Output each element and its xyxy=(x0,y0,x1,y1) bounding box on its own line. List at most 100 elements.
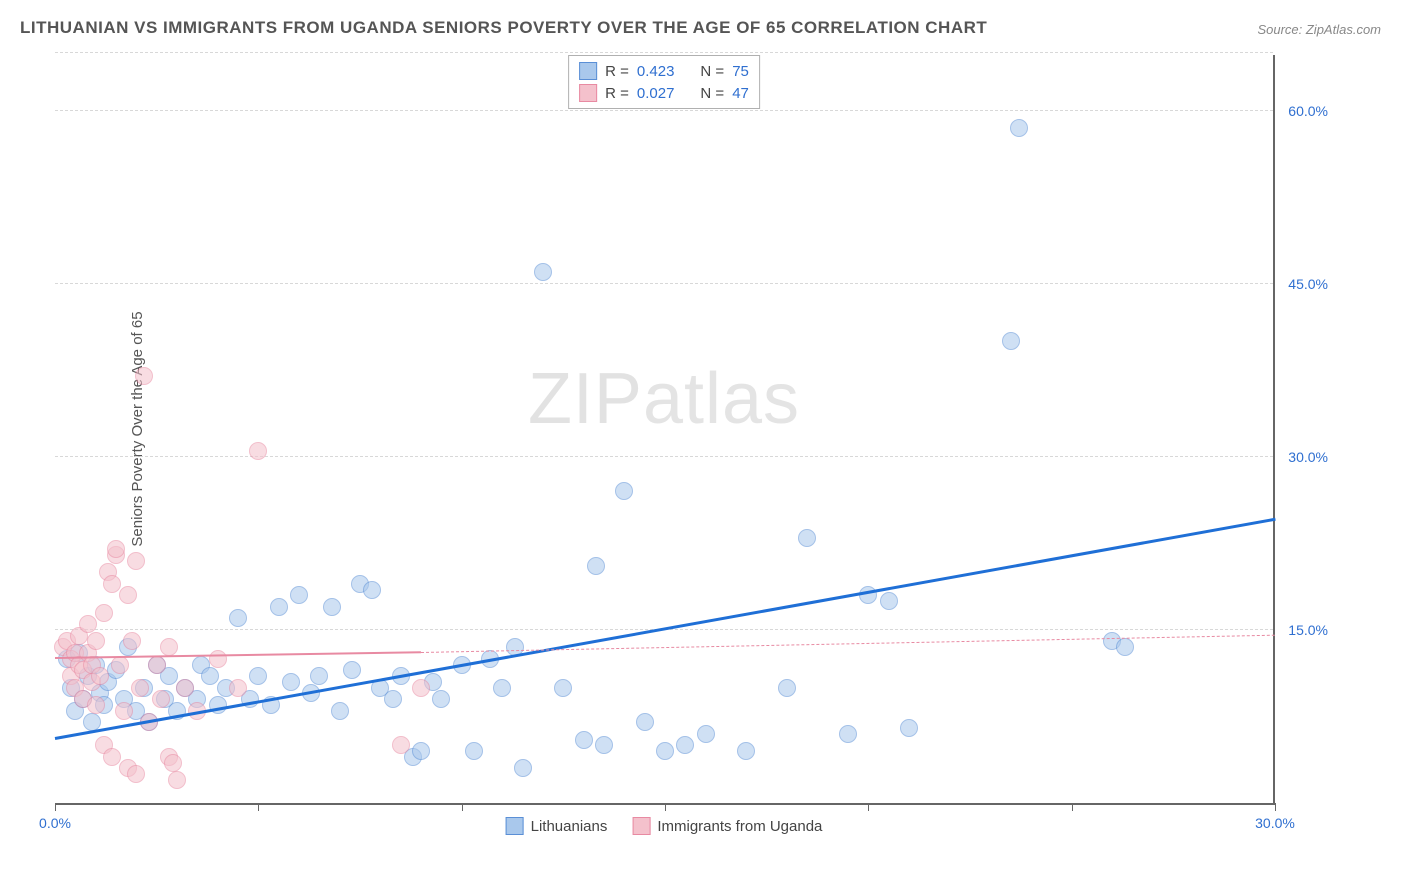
y-tick-label: 15.0% xyxy=(1288,622,1328,638)
scatter-point xyxy=(384,690,402,708)
scatter-point xyxy=(331,702,349,720)
scatter-point xyxy=(697,725,715,743)
scatter-point xyxy=(575,731,593,749)
scatter-point xyxy=(778,679,796,697)
scatter-point xyxy=(534,263,552,281)
scatter-point xyxy=(270,598,288,616)
scatter-point xyxy=(1002,332,1020,350)
scatter-point xyxy=(1010,119,1028,137)
scatter-point xyxy=(343,661,361,679)
n-label-0: N = xyxy=(700,63,724,80)
scatter-point xyxy=(493,679,511,697)
scatter-point xyxy=(249,667,267,685)
scatter-point xyxy=(676,736,694,754)
scatter-point xyxy=(123,632,141,650)
r-label-0: R = xyxy=(605,63,629,80)
scatter-point xyxy=(392,736,410,754)
legend-bottom-label-1: Immigrants from Uganda xyxy=(657,818,822,835)
scatter-point xyxy=(412,742,430,760)
x-tick-label: 30.0% xyxy=(1255,815,1295,831)
scatter-point xyxy=(103,748,121,766)
x-tick xyxy=(1275,803,1276,811)
y-tick-label: 30.0% xyxy=(1288,449,1328,465)
scatter-point xyxy=(636,713,654,731)
legend-row-series-0: R = 0.423 N = 75 xyxy=(579,60,749,82)
legend-bottom-swatch-1 xyxy=(632,817,650,835)
legend-item-0: Lithuanians xyxy=(506,817,608,835)
scatter-point xyxy=(1116,638,1134,656)
r-value-0: 0.423 xyxy=(637,63,675,80)
scatter-point xyxy=(798,529,816,547)
scatter-point xyxy=(103,575,121,593)
scatter-point xyxy=(587,557,605,575)
x-tick-label: 0.0% xyxy=(39,815,71,831)
legend-bottom-swatch-0 xyxy=(506,817,524,835)
scatter-point xyxy=(160,638,178,656)
legend-bottom-label-0: Lithuanians xyxy=(531,818,608,835)
scatter-point xyxy=(87,632,105,650)
correlation-legend: R = 0.423 N = 75 R = 0.027 N = 47 xyxy=(568,55,760,109)
scatter-point xyxy=(229,679,247,697)
x-tick xyxy=(868,803,869,811)
scatter-point xyxy=(95,604,113,622)
gridline xyxy=(55,110,1273,111)
scatter-point xyxy=(554,679,572,697)
x-tick xyxy=(1072,803,1073,811)
scatter-point xyxy=(656,742,674,760)
scatter-point xyxy=(595,736,613,754)
scatter-point xyxy=(615,482,633,500)
r-value-1: 0.027 xyxy=(637,85,675,102)
y-tick-label: 45.0% xyxy=(1288,276,1328,292)
scatter-point xyxy=(127,552,145,570)
scatter-point xyxy=(111,656,129,674)
scatter-point xyxy=(115,702,133,720)
scatter-point xyxy=(363,581,381,599)
scatter-point xyxy=(168,771,186,789)
scatter-point xyxy=(201,667,219,685)
r-label-1: R = xyxy=(605,85,629,102)
legend-swatch-0 xyxy=(579,62,597,80)
scatter-point xyxy=(131,679,149,697)
scatter-point xyxy=(164,754,182,772)
gridline xyxy=(55,283,1273,284)
x-tick xyxy=(462,803,463,811)
scatter-point xyxy=(412,679,430,697)
y-tick-label: 60.0% xyxy=(1288,103,1328,119)
scatter-point xyxy=(135,367,153,385)
scatter-point xyxy=(107,540,125,558)
x-tick xyxy=(665,803,666,811)
scatter-point xyxy=(79,615,97,633)
scatter-point xyxy=(152,690,170,708)
scatter-point xyxy=(465,742,483,760)
trend-line xyxy=(421,635,1275,653)
plot-area: Seniors Poverty Over the Age of 65 ZIPat… xyxy=(55,55,1335,840)
scatter-point xyxy=(900,719,918,737)
scatter-point xyxy=(839,725,857,743)
scatter-point xyxy=(514,759,532,777)
scatter-point xyxy=(229,609,247,627)
trend-line xyxy=(55,651,421,659)
scatter-point xyxy=(127,765,145,783)
chart-container: LITHUANIAN VS IMMIGRANTS FROM UGANDA SEN… xyxy=(0,0,1406,892)
scatter-point xyxy=(209,650,227,668)
legend-row-series-1: R = 0.027 N = 47 xyxy=(579,82,749,104)
scatter-point xyxy=(148,656,166,674)
scatter-point xyxy=(91,667,109,685)
source-attribution: Source: ZipAtlas.com xyxy=(1257,22,1381,37)
watermark-bold: ZIP xyxy=(528,359,643,439)
legend-swatch-1 xyxy=(579,84,597,102)
x-tick xyxy=(258,803,259,811)
n-value-0: 75 xyxy=(732,63,749,80)
scatter-point xyxy=(323,598,341,616)
scatter-point xyxy=(880,592,898,610)
scatter-point xyxy=(310,667,328,685)
scatter-point xyxy=(176,679,194,697)
scatter-point xyxy=(290,586,308,604)
series-legend: Lithuanians Immigrants from Uganda xyxy=(506,817,823,835)
plot-inner: Seniors Poverty Over the Age of 65 ZIPat… xyxy=(55,55,1275,805)
x-tick xyxy=(55,803,56,811)
n-label-1: N = xyxy=(700,85,724,102)
scatter-point xyxy=(87,696,105,714)
scatter-point xyxy=(249,442,267,460)
chart-title: LITHUANIAN VS IMMIGRANTS FROM UGANDA SEN… xyxy=(20,18,987,38)
